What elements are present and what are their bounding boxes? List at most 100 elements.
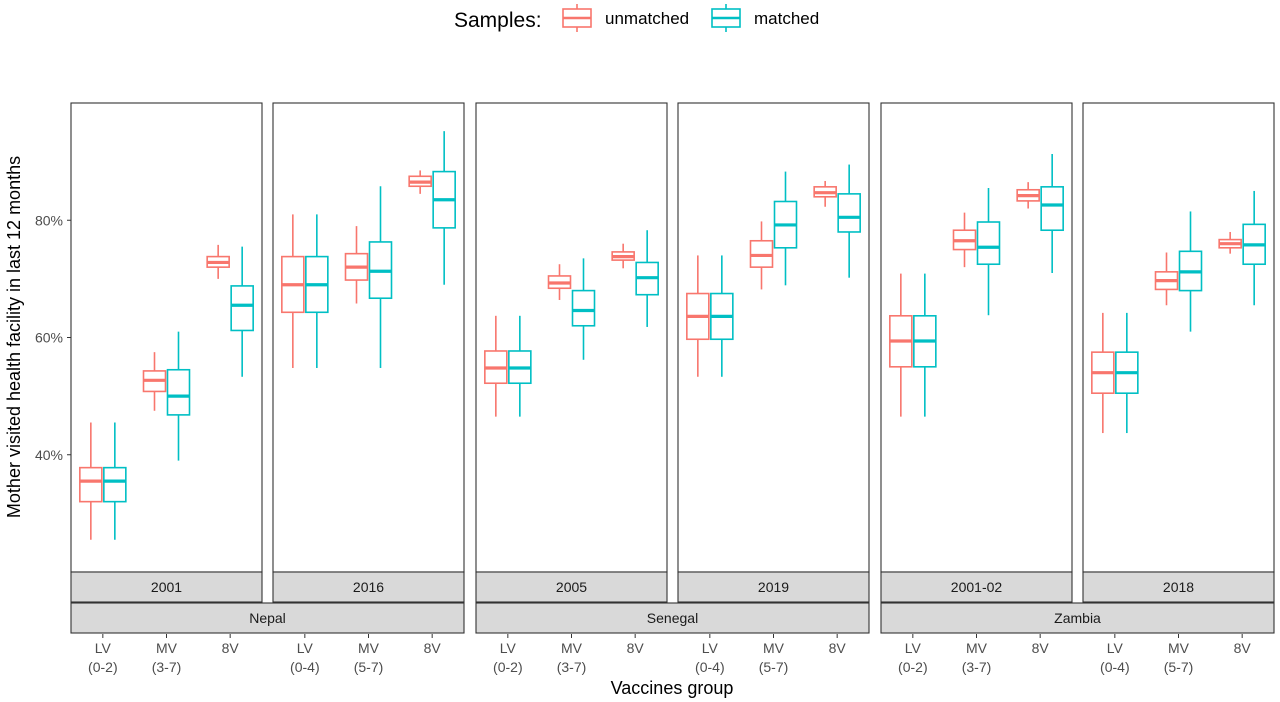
x-tick-label: LV [297,640,314,656]
panels [70,102,1275,573]
box-unmatched [1154,252,1179,306]
strip-country [70,602,465,634]
box-body [1040,186,1064,232]
x-tick-label: (3-7) [557,659,587,675]
panel-background [678,103,869,572]
box-unmatched [1016,182,1040,209]
box-unmatched [344,226,369,304]
legend-key-unmatched [562,4,592,32]
box-unmatched [1091,312,1115,434]
x-tick-label: MV [966,640,988,656]
panel-background [273,103,464,572]
legend-label-unmatched: unmatched [605,9,689,28]
x-tick-label: (0-2) [898,659,928,675]
box-matched [710,255,734,377]
x-tick-label: (5-7) [1164,659,1194,675]
legend-title: Samples: [454,9,542,32]
strip-year-label: 2005 [556,579,587,595]
box-matched [368,186,393,368]
panel-background [1083,103,1274,572]
box-matched [773,171,798,286]
box-body [230,285,254,332]
y-tick-label: 60% [35,330,63,346]
box-unmatched [889,273,913,417]
x-tick-label: (0-4) [290,659,320,675]
strip-year [475,571,668,603]
box-matched [837,164,861,278]
x-tick-label: MV [763,640,785,656]
strip-year-label: 2018 [1163,579,1194,595]
panel-background [71,103,262,572]
box-matched [1115,312,1139,434]
box-unmatched [1218,231,1242,254]
box-matched [1178,211,1203,332]
x-tick-label: (0-4) [1100,659,1130,675]
y-axis-title: Mother visited health facility in last 1… [4,156,24,518]
x-tick-label: (0-2) [88,659,118,675]
box-body [166,368,191,416]
box-unmatched [547,264,572,300]
strip-country-label: Senegal [647,610,698,626]
x-axis: LV (0-2) MV (3-7) 8V LV (0-4) MV (5-7) 8V LV (0-2) M… [88,634,1251,675]
x-tick-label: LV [500,640,517,656]
facet-strips: 2001 2016 2005 2019 2001-02 2018 Nepal Senegal Z… [70,571,1275,634]
box-matched [103,422,127,540]
x-tick-label: MV [358,640,380,656]
strip-year [677,571,870,603]
strip-year-label: 2001-02 [951,579,1003,595]
x-tick-label: 8V [1032,640,1050,656]
box-unmatched [79,422,103,540]
strip-year-label: 2019 [758,579,789,595]
box-body [976,221,1001,266]
box-matched [508,315,532,417]
box-matched [1242,190,1266,306]
x-tick-label: LV [95,640,112,656]
panel-background [881,103,1072,572]
x-tick-label: (0-4) [695,659,725,675]
strip-country-label: Nepal [249,610,286,626]
x-tick-label: 8V [222,640,240,656]
x-tick-label: 8V [627,640,645,656]
box-unmatched [206,244,230,279]
strip-year [70,571,263,603]
box-unmatched [686,255,710,377]
box-unmatched [611,243,635,269]
x-tick-label: 8V [1234,640,1252,656]
x-tick-label: LV [702,640,719,656]
x-tick-label: MV [561,640,583,656]
box-matched [432,131,456,285]
box-unmatched [142,352,167,411]
box-unmatched [749,221,774,290]
strip-country [880,602,1275,634]
box-body [571,289,596,327]
x-tick-label: MV [1168,640,1190,656]
box-matched [166,331,191,461]
strip-year [272,571,465,603]
x-tick-label: (3-7) [962,659,992,675]
box-unmatched [408,170,432,194]
strip-year-label: 2016 [353,579,384,595]
x-tick-label: MV [156,640,178,656]
legend-label-matched: matched [754,9,819,28]
box-body [837,193,861,233]
box-matched [230,246,254,377]
y-tick-label: 40% [35,447,63,463]
strip-year-label: 2001 [151,579,182,595]
x-tick-label: LV [905,640,922,656]
x-tick-label: LV [1107,640,1124,656]
x-tick-label: 8V [424,640,442,656]
legend: Samples: unmatched matched [454,4,819,32]
legend-key-matched [711,4,741,32]
x-axis-title: Vaccines group [611,678,734,698]
x-tick-label: (5-7) [759,659,789,675]
box-body [103,466,127,503]
strip-year [880,571,1073,603]
box-matched [1040,154,1064,274]
box-unmatched [813,180,837,207]
box-body [79,466,103,503]
x-tick-label: 8V [829,640,847,656]
panel-background [476,103,667,572]
box-matched [305,214,329,368]
box-unmatched [952,212,977,268]
y-tick-label: 80% [35,212,63,228]
